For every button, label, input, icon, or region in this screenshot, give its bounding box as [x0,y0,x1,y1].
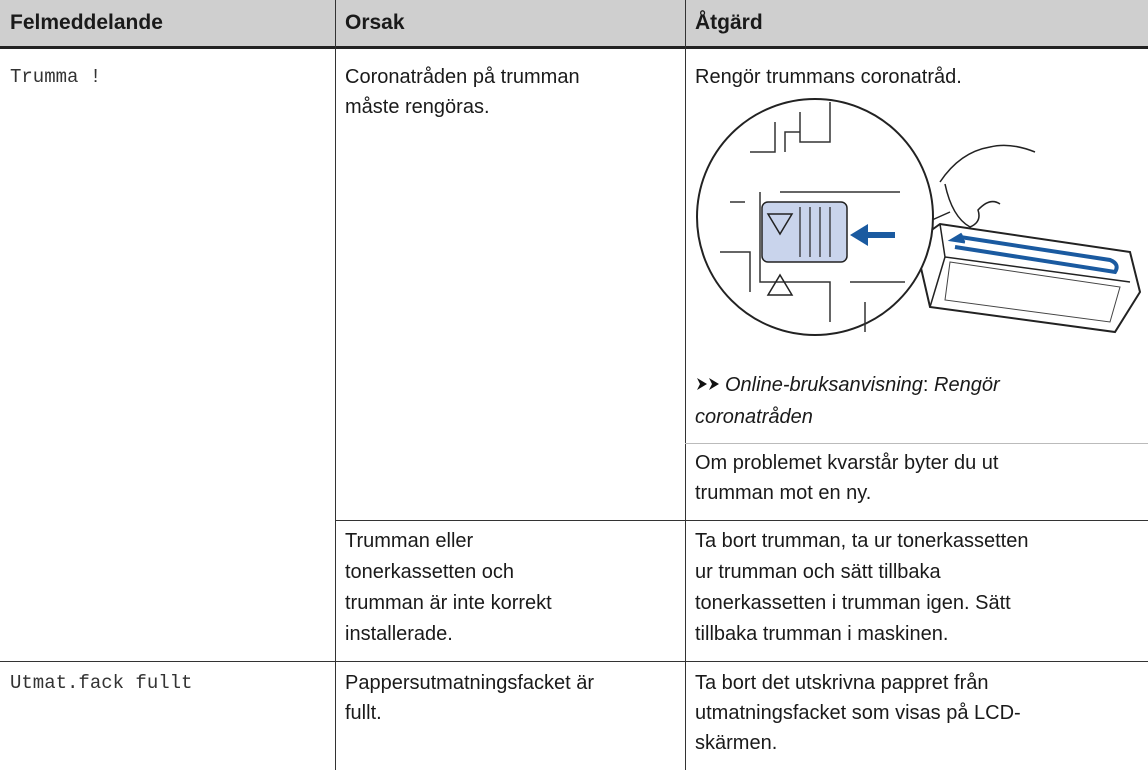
header-cell: Åtgärd [695,11,763,34]
manual-topic: coronatråden [695,406,813,428]
row-border [335,520,1148,521]
reference-icon [697,378,719,390]
manual-topic: Rengör [934,374,1000,396]
column-border [335,0,336,770]
error-message: Trumma ! [10,66,102,88]
manual-name: Online-bruksanvisning [725,374,923,396]
cause-line: Coronatråden på trumman [345,66,580,88]
cause-line: installerade. [345,623,453,645]
action-line: ur trumman och sätt tillbaka [695,561,941,583]
cause-line: trumman är inte korrekt [345,592,552,614]
action-line: utmatningsfacket som visas på LCD- [695,702,1021,724]
manual-reference: Online-bruksanvisning: Rengör [695,370,1000,400]
action-line: Ta bort trumman, ta ur tonerkassetten [695,530,1029,552]
action-line: skärmen. [695,732,778,754]
error-message: Utmat.fack fullt [10,672,193,694]
header-cell: Felmeddelande [10,11,163,34]
action-line: tonerkassetten i trumman igen. Sätt [695,592,1011,614]
cause-line: måste rengöras. [345,96,490,118]
header-border [0,46,1148,49]
action-line: Ta bort det utskrivna pappret från [695,672,989,694]
action-line: Om problemet kvarstår byter du ut [695,452,999,474]
separator: : [922,374,929,396]
action-line: trumman mot en ny. [695,482,872,504]
corona-wire-illustration [696,98,1142,336]
cause-line: Pappersutmatningsfacket är [345,672,595,694]
action-line: Rengör trummans coronatråd. [695,66,962,88]
cause-line: tonerkassetten och [345,561,514,583]
header-row [0,0,1148,46]
action-line: tillbaka trumman i maskinen. [695,623,949,645]
cause-line: fullt. [345,702,382,724]
paragraph-divider [685,443,1148,444]
column-border [685,0,686,770]
cause-line: Trumman eller [345,530,474,552]
row-border [0,661,1148,662]
header-cell: Orsak [345,11,405,34]
